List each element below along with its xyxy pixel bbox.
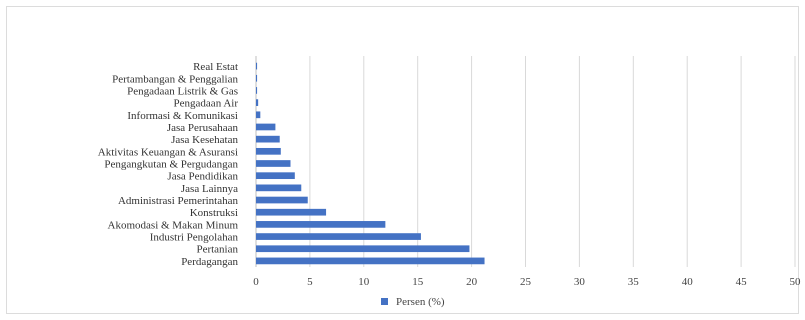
category-label: Informasi & Komunikasi <box>127 110 238 122</box>
bar <box>256 221 386 228</box>
x-tick-label: 50 <box>790 276 802 288</box>
legend-label-persen: Persen (%) <box>396 296 445 308</box>
category-label: Jasa Pendidikan <box>167 171 238 183</box>
x-tick-label: 10 <box>358 276 370 288</box>
bar <box>256 184 302 192</box>
bar <box>256 208 327 216</box>
bar <box>256 257 485 265</box>
bar <box>256 123 276 131</box>
x-tick-label: 25 <box>520 276 532 288</box>
bar <box>256 160 291 167</box>
category-label: Aktivitas Keuangan & Asuransi <box>98 146 238 158</box>
category-label: Pengadaan Air <box>174 98 239 110</box>
bar <box>256 87 258 94</box>
category-label: Real Estat <box>193 61 238 73</box>
category-label: Pengangkutan & Pergudangan <box>104 159 238 171</box>
x-tick-label: 20 <box>466 276 478 288</box>
bar <box>256 135 280 143</box>
bar <box>256 245 470 253</box>
category-label: Pertanian <box>196 244 238 256</box>
x-tick-label: 40 <box>682 276 694 288</box>
category-label: Jasa Perusahaan <box>167 122 239 134</box>
legend-swatch-persen <box>381 298 388 305</box>
x-tick-label: 15 <box>412 276 424 288</box>
x-tick-label: 0 <box>253 276 259 288</box>
x-tick-label: 30 <box>574 276 586 288</box>
category-label: Administrasi Pemerintahan <box>118 195 239 207</box>
bar <box>256 147 281 155</box>
legend: Persen (%) <box>381 296 445 308</box>
category-label: Jasa Kesehatan <box>171 134 238 146</box>
bars <box>256 62 485 265</box>
bar <box>256 233 421 240</box>
category-label: Perdagangan <box>181 256 238 268</box>
category-label: Konstruksi <box>190 207 238 219</box>
x-tick-label: 35 <box>628 276 640 288</box>
category-label: Pengadaan Listrik & Gas <box>127 85 238 97</box>
bar <box>256 196 308 204</box>
x-tick-label: 45 <box>736 276 748 288</box>
bar <box>256 62 258 70</box>
bar <box>256 99 259 106</box>
category-label: Industri Pengolahan <box>150 232 239 244</box>
category-label: Pertambangan & Penggalian <box>112 73 238 85</box>
category-label: Akomodasi & Makan Minum <box>108 219 239 231</box>
x-tick-labels: 0 5 10 15 20 25 30 35 40 45 50 <box>253 276 801 288</box>
bar <box>256 172 295 180</box>
category-label: Jasa Lainnya <box>181 183 238 195</box>
x-tick-label: 5 <box>307 276 313 288</box>
bar <box>256 111 261 119</box>
bar <box>256 74 258 82</box>
